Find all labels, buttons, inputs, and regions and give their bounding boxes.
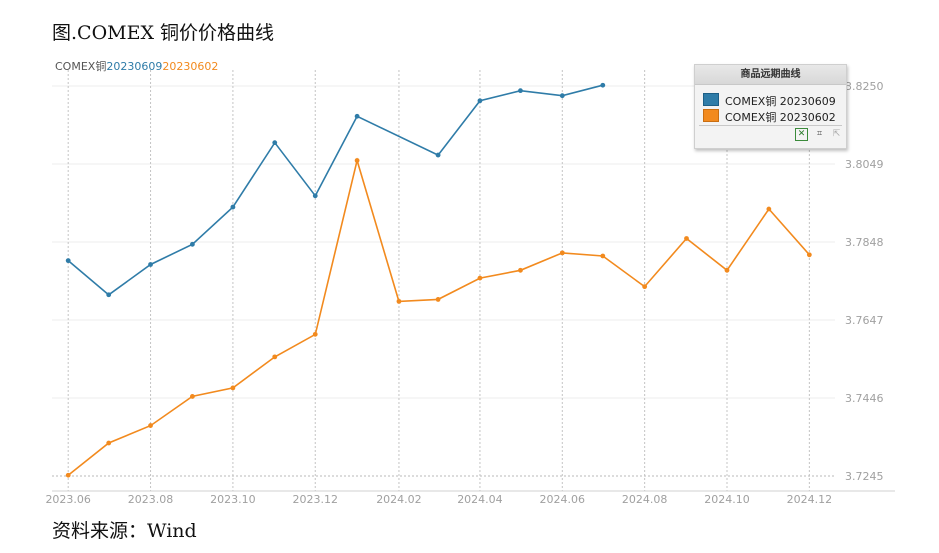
- series-caption: COMEX铜2023060920230602: [55, 58, 218, 74]
- data-point-series-2: [106, 440, 112, 446]
- data-point-series-2: [148, 423, 153, 428]
- x-tick-label: 2024.04: [457, 493, 503, 506]
- legend-divider: [699, 125, 842, 126]
- y-tick-label: 3.8049: [845, 158, 884, 171]
- data-point-series-1: [106, 292, 112, 298]
- data-point-series-2: [477, 275, 483, 281]
- x-tick-label: 2024.08: [622, 493, 668, 506]
- y-tick-label: 3.7647: [845, 314, 884, 327]
- series-line-2: [67, 157, 810, 476]
- legend-toolbar: ✕ ⌗ ⇱: [789, 128, 842, 141]
- legend-label-2: COMEX铜 20230602: [725, 111, 836, 124]
- data-point-series-1: [148, 262, 153, 267]
- x-tick-label: 2024.10: [704, 493, 750, 506]
- data-point-series-2: [724, 267, 730, 273]
- data-point-series-2: [190, 394, 195, 399]
- data-point-series-2: [600, 253, 606, 259]
- data-point-series-1: [190, 241, 195, 247]
- resize-icon[interactable]: ⇱: [832, 129, 841, 139]
- excel-icon[interactable]: ✕: [795, 128, 808, 141]
- data-point-series-2: [354, 158, 360, 163]
- data-point-series-2: [766, 206, 772, 212]
- y-tick-label: 3.7245: [845, 470, 884, 483]
- figure-title: 图.COMEX 铜价价格曲线: [52, 22, 275, 44]
- data-point-series-1: [435, 152, 441, 158]
- data-point-series-2: [518, 267, 523, 273]
- data-point-series-1: [518, 88, 523, 94]
- source-note: 资料来源：Wind: [52, 520, 197, 542]
- crop-icon[interactable]: ⌗: [816, 129, 823, 139]
- legend-title: 商品远期曲线: [695, 65, 846, 85]
- data-point-series-2: [272, 354, 278, 360]
- x-tick-label: 2023.10: [210, 493, 256, 506]
- caption-prefix: COMEX铜: [55, 60, 107, 73]
- x-tick-label: 2023.12: [293, 493, 339, 506]
- data-point-series-1: [312, 193, 318, 199]
- caption-series-2: 20230602: [162, 60, 219, 73]
- legend-panel[interactable]: 商品远期曲线 COMEX铜 20230609 COMEX铜 20230602 ✕…: [694, 64, 847, 149]
- legend-item-series-2[interactable]: COMEX铜 20230602: [703, 109, 836, 125]
- data-point-series-2: [559, 250, 565, 256]
- data-point-series-2: [230, 385, 236, 391]
- data-point-series-1: [230, 204, 236, 210]
- y-tick-label: 3.7848: [845, 236, 884, 249]
- x-tick-label: 2024.06: [540, 493, 586, 506]
- data-point-series-2: [396, 298, 402, 304]
- data-point-series-1: [477, 98, 483, 104]
- legend-swatch-1: [703, 93, 719, 106]
- legend-swatch-2: [703, 109, 719, 122]
- caption-series-1: 20230609: [106, 60, 163, 73]
- x-tick-label: 2024.02: [376, 493, 422, 506]
- data-point-series-2: [684, 236, 689, 241]
- data-point-series-1: [354, 113, 360, 119]
- x-tick-label: 2024.12: [787, 493, 833, 506]
- data-point-series-2: [806, 252, 812, 258]
- y-tick-label: 3.7446: [845, 392, 884, 405]
- data-point-series-2: [435, 297, 441, 302]
- y-tick-label: 3.8250: [845, 80, 884, 93]
- x-tick-label: 2023.08: [128, 493, 174, 506]
- data-point-series-1: [272, 140, 278, 146]
- legend-label-1: COMEX铜 20230609: [725, 95, 836, 108]
- data-point-series-2: [642, 284, 648, 290]
- data-point-series-2: [312, 331, 318, 337]
- x-tick-label: 2023.06: [45, 493, 91, 506]
- data-point-series-1: [65, 258, 71, 264]
- data-point-series-2: [65, 472, 71, 478]
- data-point-series-1: [600, 82, 606, 88]
- data-point-series-1: [559, 93, 565, 99]
- legend-item-series-1[interactable]: COMEX铜 20230609: [703, 93, 836, 109]
- series-line-1: [67, 84, 604, 296]
